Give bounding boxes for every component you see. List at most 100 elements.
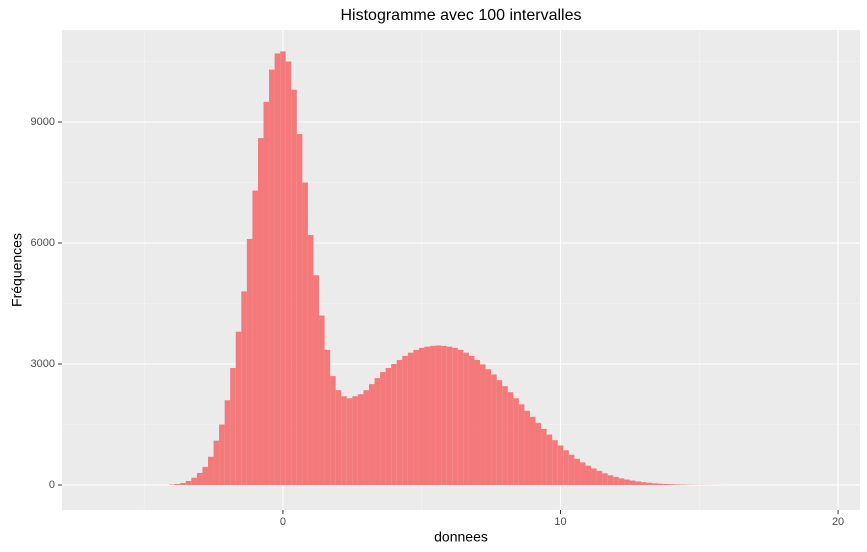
- bar: [174, 483, 181, 485]
- bar: [213, 440, 220, 485]
- bar: [418, 347, 425, 485]
- bar: [335, 390, 342, 485]
- bar: [280, 51, 286, 485]
- bar: [491, 374, 497, 485]
- bar: [191, 477, 197, 485]
- bar: [585, 465, 592, 485]
- bar: [396, 359, 403, 485]
- bar: [657, 483, 664, 485]
- bar: [646, 482, 653, 485]
- bar: [557, 445, 564, 485]
- bar: [269, 69, 275, 485]
- bar: [219, 424, 225, 485]
- bar: [302, 182, 308, 485]
- bar: [341, 396, 347, 485]
- bar: [402, 355, 408, 485]
- bar: [546, 434, 553, 485]
- bar: [635, 481, 642, 485]
- bar: [674, 484, 680, 485]
- y-tick-label: 9000: [31, 116, 55, 128]
- bar: [274, 53, 281, 485]
- bar: [607, 475, 614, 485]
- bar: [324, 349, 331, 485]
- bar: [496, 380, 503, 485]
- bar: [629, 480, 636, 485]
- bar: [346, 398, 353, 485]
- bar: [618, 478, 625, 485]
- bar: [241, 291, 247, 485]
- bar: [380, 372, 386, 485]
- x-axis-title: donnees: [434, 529, 488, 545]
- bar: [235, 331, 242, 485]
- bar: [579, 462, 586, 485]
- bar: [624, 479, 630, 485]
- bar: [524, 410, 530, 485]
- bar: [296, 134, 303, 485]
- bar: [596, 470, 603, 485]
- bar: [285, 61, 292, 485]
- bar: [185, 480, 192, 485]
- bar: [529, 416, 536, 485]
- bar: [319, 315, 325, 485]
- bar: [257, 138, 264, 485]
- bar: [196, 472, 203, 485]
- bar: [591, 468, 597, 485]
- bar: [541, 428, 547, 485]
- bar: [552, 440, 558, 485]
- bar: [485, 369, 492, 485]
- x-tick-label: 20: [832, 516, 844, 528]
- bar: [535, 422, 542, 485]
- bar: [574, 458, 580, 485]
- x-tick-label: 10: [554, 516, 566, 528]
- bar: [430, 345, 436, 485]
- bar: [424, 346, 431, 485]
- bar: [180, 482, 186, 485]
- bar: [202, 466, 208, 485]
- bar: [291, 89, 297, 485]
- bar: [207, 456, 214, 485]
- bar: [374, 378, 381, 485]
- x-tick-label: 0: [280, 516, 286, 528]
- bar: [518, 404, 525, 485]
- bar: [385, 368, 392, 485]
- bar: [668, 484, 675, 485]
- bar: [463, 352, 469, 485]
- bar: [352, 396, 358, 485]
- bar: [330, 376, 336, 485]
- bar: [435, 345, 442, 485]
- bar: [468, 355, 475, 485]
- bar: [313, 275, 320, 485]
- y-tick-label: 0: [49, 479, 55, 491]
- bar: [368, 384, 375, 485]
- bar: [641, 482, 647, 485]
- chart-title: Histogramme avec 100 intervalles: [341, 7, 582, 24]
- bar: [413, 349, 419, 485]
- y-tick-label: 3000: [31, 358, 55, 370]
- bar: [363, 390, 369, 485]
- y-axis-title: Fréquences: [9, 233, 25, 307]
- bar: [507, 392, 514, 485]
- bar: [441, 345, 447, 485]
- bar: [252, 190, 258, 485]
- bar: [452, 347, 458, 485]
- bar: [246, 238, 253, 485]
- bar: [224, 400, 231, 485]
- bar: [513, 398, 519, 485]
- bar: [357, 394, 364, 485]
- bar: [480, 364, 486, 485]
- bar: [230, 368, 236, 485]
- bar: [663, 483, 669, 485]
- bar: [457, 349, 464, 485]
- bar: [446, 346, 453, 485]
- y-tick-label: 6000: [31, 237, 55, 249]
- bar: [391, 363, 397, 485]
- bar: [474, 359, 481, 485]
- bar: [563, 450, 569, 485]
- bar: [613, 476, 619, 485]
- bar: [307, 234, 314, 485]
- bar: [602, 473, 608, 485]
- bar: [652, 483, 658, 485]
- bar: [502, 386, 508, 485]
